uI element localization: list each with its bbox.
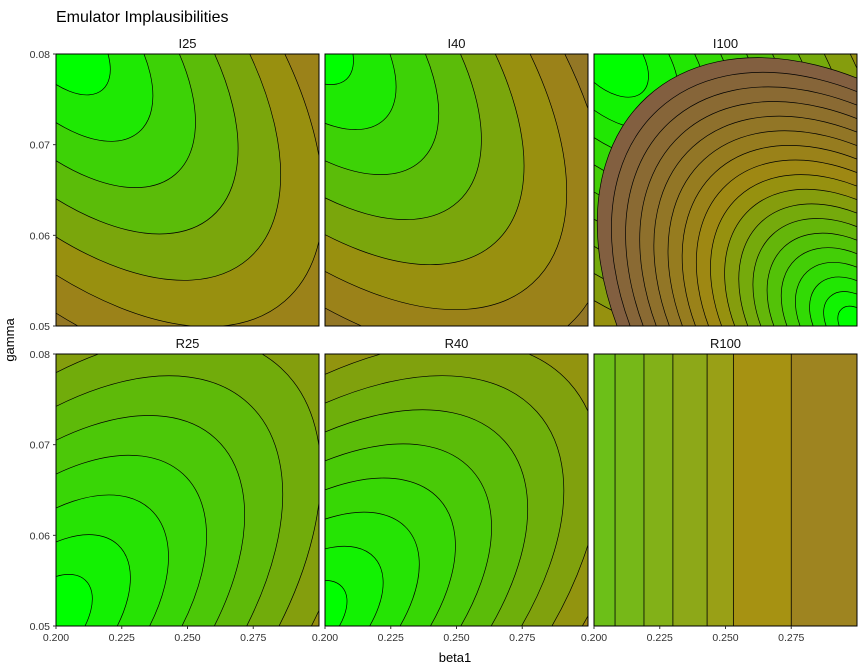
y-axis-label: gamma (2, 318, 17, 362)
contour-band (56, 54, 111, 96)
x-tick-label: 0.225 (378, 632, 404, 644)
panel-r100: R100 (593, 336, 858, 627)
contour-band (56, 534, 131, 626)
contour-band (791, 354, 857, 626)
panel-border (55, 53, 320, 327)
contour-band (823, 291, 857, 326)
panel-title: I100 (713, 36, 738, 51)
x-tick-label: 0.200 (312, 632, 338, 644)
x-tick-label: 0.275 (778, 632, 804, 644)
y-tick-label: 0.06 (30, 530, 51, 542)
panel-title: R25 (176, 336, 200, 351)
contour-band (325, 580, 348, 626)
panel-title: R100 (710, 336, 741, 351)
axes: 0.05 0.06 0.07 0.08 0.05 0.06 0.07 0.08 0.200 0.2… (30, 49, 805, 644)
panel-border (324, 53, 589, 327)
x-tick-label: 0.200 (581, 632, 607, 644)
contour-band (733, 354, 792, 626)
x-tick-label: 0.225 (109, 632, 135, 644)
x-tick-label: 0.250 (712, 632, 738, 644)
x-tick-label: 0.275 (509, 632, 535, 644)
panel-title: I25 (178, 36, 196, 51)
y-tick-label: 0.08 (30, 349, 51, 361)
y-tick-label: 0.05 (30, 621, 51, 633)
contour-band (672, 354, 708, 626)
y-tick-label: 0.05 (30, 321, 51, 333)
y-tick-label: 0.07 (30, 140, 51, 152)
contour-band (56, 574, 93, 626)
panel-border (593, 53, 858, 327)
contour-band (643, 354, 673, 626)
contour-band (594, 354, 616, 626)
x-tick-label: 0.250 (443, 632, 469, 644)
panel-title: R40 (445, 336, 469, 351)
panel-title: I40 (447, 36, 465, 51)
contour-band (56, 54, 154, 142)
contour-band (615, 354, 644, 626)
x-tick-label: 0.275 (240, 632, 266, 644)
y-tick-label: 0.08 (30, 49, 51, 61)
y-tick-label: 0.06 (30, 230, 51, 242)
panel-fill (594, 354, 857, 626)
x-tick-label: 0.200 (43, 632, 69, 644)
contour-band (594, 54, 649, 98)
x-tick-label: 0.250 (174, 632, 200, 644)
x-tick-label: 0.225 (647, 632, 673, 644)
contour-band (325, 54, 354, 85)
chart-title: Emulator Implausibilities (56, 9, 229, 26)
x-axis-label: beta1 (439, 650, 472, 665)
contour-band (707, 354, 734, 626)
y-tick-label: 0.07 (30, 440, 51, 452)
contour-band (837, 305, 857, 326)
